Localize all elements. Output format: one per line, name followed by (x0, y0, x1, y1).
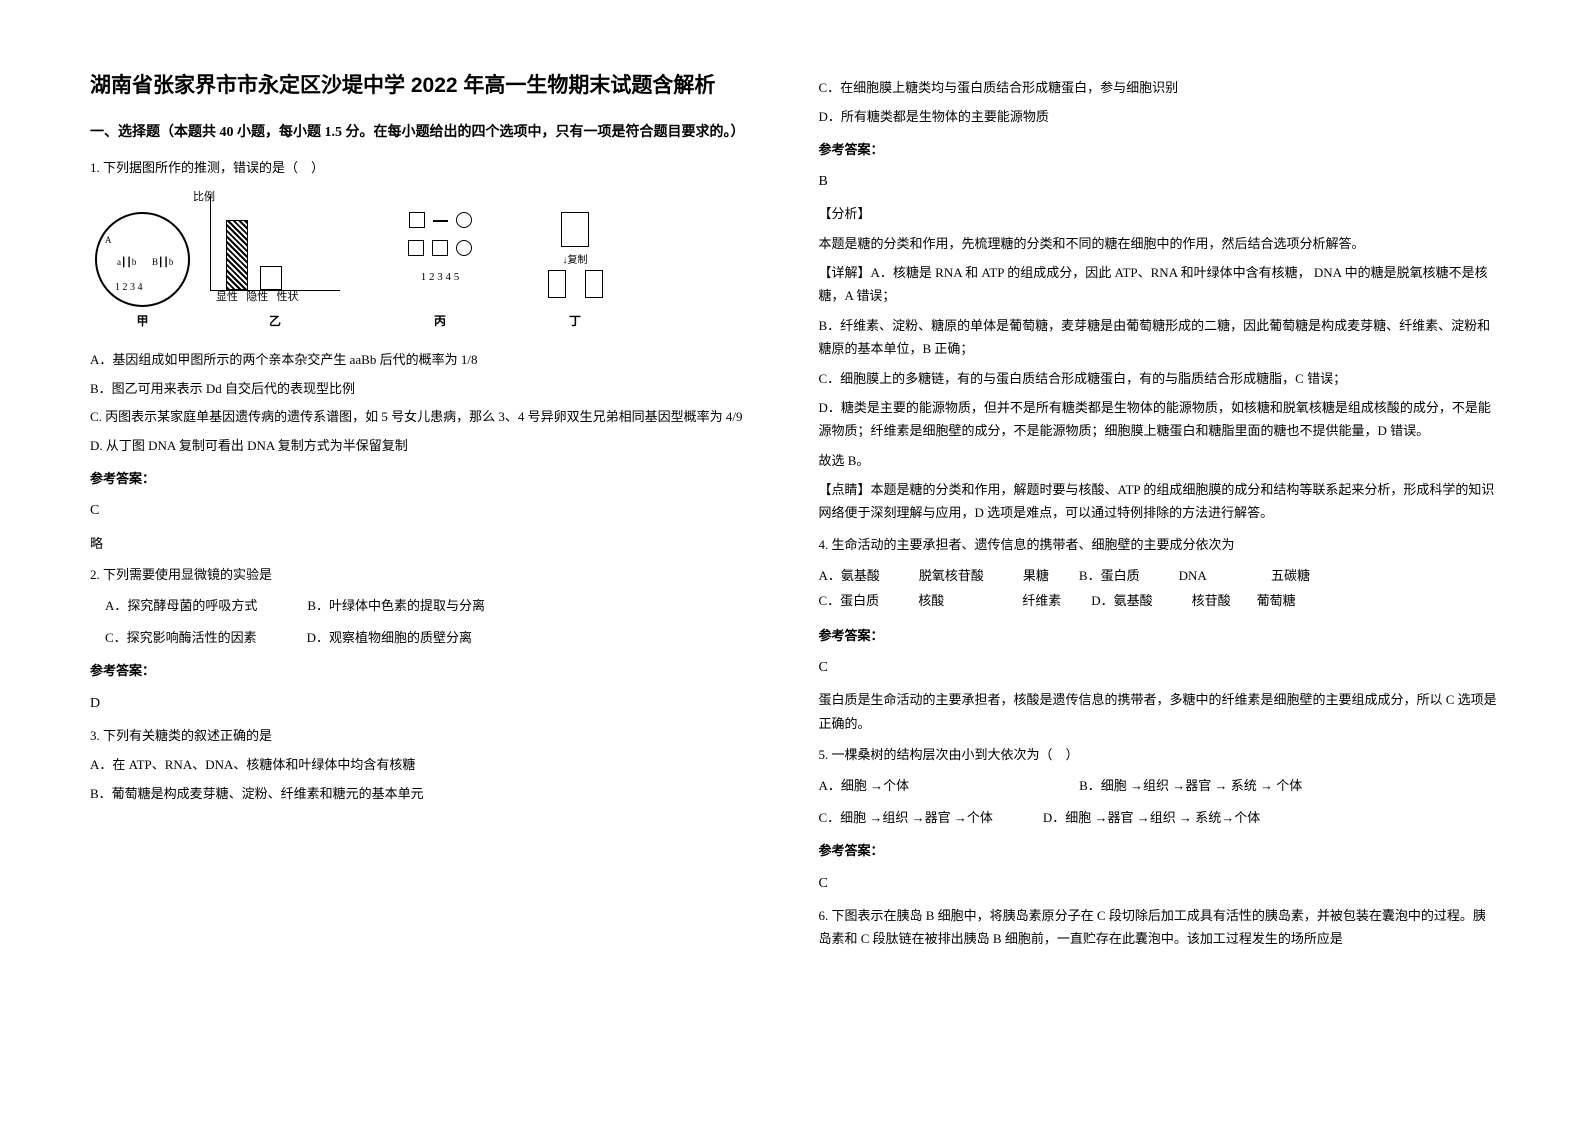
q5-option-d: D．细胞 →器官 →组织 → 系统→个体 (1043, 806, 1260, 829)
figure-jia: A a┃┃b B┃┃b 1 2 3 4 甲 (95, 212, 190, 333)
q2-answer-header: 参考答案： (90, 659, 769, 682)
document-title: 湖南省张家界市市永定区沙堤中学 2022 年高一生物期末试题含解析 (90, 70, 769, 102)
q3-detail-d: D．糖类是主要的能源物质，但并不是所有糖类都是生物体的能源物质，如核糖和脱氧核糖… (819, 396, 1498, 443)
question-3-continued: C．在细胞膜上糖类均与蛋白质结合形成糖蛋白，参与细胞识别 D．所有糖类都是生物体… (819, 78, 1498, 525)
question-2: 2. 下列需要使用显微镜的实验是 A．探究酵母菌的呼吸方式 B．叶绿体中色素的提… (90, 563, 769, 716)
q5-option-b: B．细胞 →组织 →器官 → 系统 → 个体 (1079, 774, 1302, 797)
q1-option-d: D. 从丁图 DNA 复制可看出 DNA 复制方式为半保留复制 (90, 436, 769, 457)
q4-option-c: C．蛋白质 核酸 纤维素 (819, 589, 1062, 614)
q4-answer-header: 参考答案： (819, 624, 1498, 647)
q5-answer: C (819, 871, 1498, 896)
q2-option-c: C．探究影响酶活性的因素 (105, 626, 257, 649)
q3-detail-c: C．细胞膜上的多糖链，有的与蛋白质结合形成糖蛋白，有的与脂质结合形成糖脂，C 错… (819, 367, 1498, 390)
q3-option-c: C．在细胞膜上糖类均与蛋白质结合形成糖蛋白，参与细胞识别 (819, 78, 1498, 99)
q3-conclusion: 故选 B。 (819, 449, 1498, 472)
q4-answer: C (819, 655, 1498, 680)
figure-ding: ↓复制 丁 (540, 212, 610, 333)
q3-point: 【点睛】本题是糖的分类和作用，解题时要与核酸、ATP 的组成细胞膜的成分和结构等… (819, 478, 1498, 525)
question-3-start: 3. 下列有关糖类的叙述正确的是 A．在 ATP、RNA、DNA、核糖体和叶绿体… (90, 724, 769, 805)
section-header: 一、选择题（本题共 40 小题，每小题 1.5 分。在每小题给出的四个选项中，只… (90, 122, 769, 144)
question-5: 5. 一棵桑树的结构层次由小到大依次为（ ） A．细胞 →个体 B．细胞 →组织… (819, 743, 1498, 896)
q1-option-c: C. 丙图表示某家庭单基因遗传病的遗传系谱图，如 5 号女儿患病，那么 3、4 … (90, 407, 769, 428)
question-1: 1. 下列据图所作的推测，错误的是（ ） A a┃┃b B┃┃b 1 2 3 4… (90, 156, 769, 555)
q2-option-a: A．探究酵母菌的呼吸方式 (105, 594, 257, 617)
q3-detail: 【详解】A．核糖是 RNA 和 ATP 的组成成分，因此 ATP、RNA 和叶绿… (819, 261, 1498, 308)
q3-detail-b: B．纤维素、淀粉、糖原的单体是葡萄糖，麦芽糖是由葡萄糖形成的二糖，因此葡萄糖是构… (819, 314, 1498, 361)
q1-brief: 略 (90, 532, 769, 555)
q3-analysis: 本题是糖的分类和作用，先梳理糖的分类和不同的糖在细胞中的作用，然后结合选项分析解… (819, 232, 1498, 255)
q6-text: 6. 下图表示在胰岛 B 细胞中，将胰岛素原分子在 C 段切除后加工成具有活性的… (819, 904, 1498, 951)
q3-option-d: D．所有糖类都是生物体的主要能源物质 (819, 107, 1498, 128)
q1-option-b: B．图乙可用来表示 Dd 自交后代的表现型比例 (90, 379, 769, 400)
q1-text: 1. 下列据图所作的推测，错误的是（ ） (90, 156, 769, 179)
question-4: 4. 生命活动的主要承担者、遗传信息的携带者、细胞壁的主要成分依次为 A．氨基酸… (819, 533, 1498, 735)
q1-answer: C (90, 498, 769, 523)
q4-text: 4. 生命活动的主要承担者、遗传信息的携带者、细胞壁的主要成分依次为 (819, 533, 1498, 556)
q5-option-c: C．细胞 →组织 →器官 →个体 (819, 806, 993, 829)
figure-bing: 1 2 3 4 5 丙 (360, 212, 520, 333)
q3-option-a: A．在 ATP、RNA、DNA、核糖体和叶绿体中均含有核糖 (90, 755, 769, 776)
q3-option-b: B．葡萄糖是构成麦芽糖、淀粉、纤维素和糖元的基本单元 (90, 784, 769, 805)
right-column: C．在细胞膜上糖类均与蛋白质结合形成糖蛋白，参与细胞识别 D．所有糖类都是生物体… (819, 70, 1498, 1052)
q4-explanation: 蛋白质是生命活动的主要承担者，核酸是遗传信息的携带者，多糖中的纤维素是细胞壁的主… (819, 688, 1498, 735)
q4-option-b: B．蛋白质 DNA 五碳糖 (1079, 564, 1310, 589)
q3-answer-header: 参考答案： (819, 138, 1498, 161)
left-column: 湖南省张家界市市永定区沙堤中学 2022 年高一生物期末试题含解析 一、选择题（… (90, 70, 769, 1052)
q4-option-d: D．氨基酸 核苷酸 葡萄糖 (1091, 589, 1295, 614)
q2-answer: D (90, 691, 769, 716)
q3-answer: B (819, 169, 1498, 194)
q5-text: 5. 一棵桑树的结构层次由小到大依次为（ ） (819, 743, 1498, 766)
q5-answer-header: 参考答案： (819, 839, 1498, 862)
question-6: 6. 下图表示在胰岛 B 细胞中，将胰岛素原分子在 C 段切除后加工成具有活性的… (819, 904, 1498, 951)
q3-text: 3. 下列有关糖类的叙述正确的是 (90, 724, 769, 747)
figure-yi: 比例 显性 隐性 性状 乙 (210, 196, 340, 333)
q1-figures: A a┃┃b B┃┃b 1 2 3 4 甲 比例 显性 (90, 191, 769, 338)
q2-option-d: D．观察植物细胞的质壁分离 (307, 626, 472, 649)
q1-option-a: A．基因组成如甲图所示的两个亲本杂交产生 aaBb 后代的概率为 1/8 (90, 350, 769, 371)
q2-text: 2. 下列需要使用显微镜的实验是 (90, 563, 769, 586)
q3-analysis-label: 【分析】 (819, 202, 1498, 225)
q1-answer-header: 参考答案： (90, 467, 769, 490)
q2-option-b: B．叶绿体中色素的提取与分离 (307, 594, 485, 617)
q5-option-a: A．细胞 →个体 (819, 774, 910, 797)
q4-option-a: A．氨基酸 脱氧核苷酸 果糖 (819, 564, 1049, 589)
